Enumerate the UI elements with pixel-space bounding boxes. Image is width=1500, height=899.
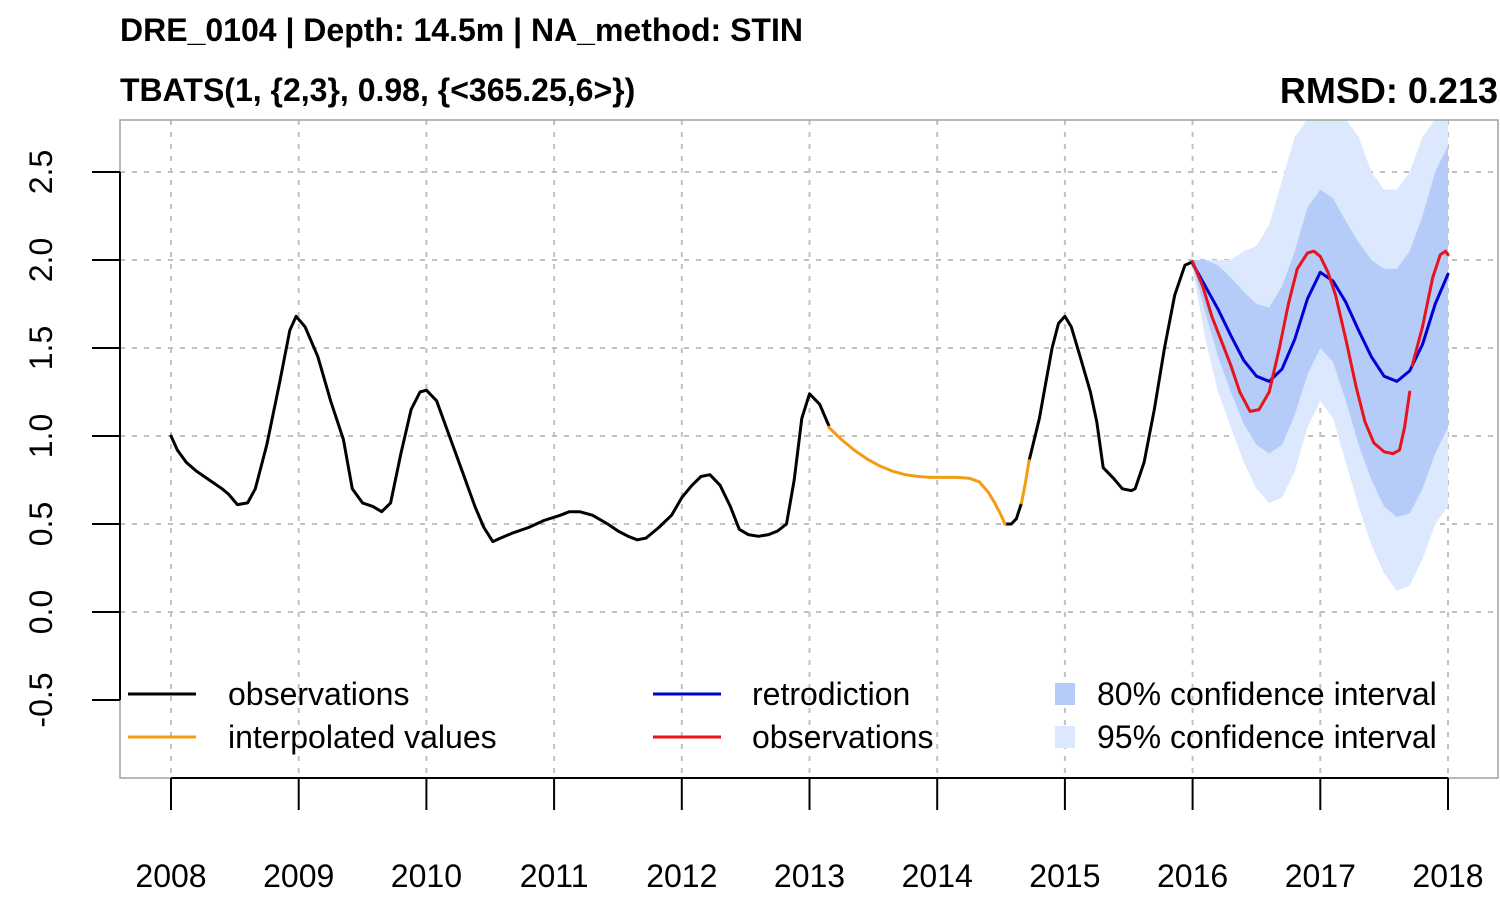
x-tick-label: 2010	[391, 858, 462, 894]
x-tick-label: 2013	[774, 858, 845, 894]
x-tick-label: 2017	[1285, 858, 1356, 894]
confidence-bands	[1192, 120, 1448, 591]
y-tick-label: 1.5	[23, 326, 59, 370]
legend-swatch-ci95	[1055, 726, 1075, 748]
legend-label: interpolated values	[228, 719, 497, 755]
x-tick-label: 2016	[1157, 858, 1228, 894]
legend: observations interpolated values retrodict…	[128, 676, 1437, 755]
x-tick-label: 2018	[1412, 858, 1483, 894]
series-lines	[169, 249, 1450, 544]
observations-line	[1003, 501, 1023, 526]
observations-line	[169, 314, 831, 544]
chart-subtitle: TBATS(1, {2,3}, 0.98, {<365.25,6>})	[120, 72, 636, 108]
observations_test-line	[1191, 249, 1412, 456]
rmsd-label: RMSD: 0.213	[1279, 70, 1498, 111]
legend-swatch-ci80	[1055, 683, 1075, 705]
interpolated-line	[827, 425, 1007, 526]
x-tick-label: 2011	[520, 858, 589, 894]
observations_test-line	[1410, 249, 1450, 368]
y-tick-label: 2.0	[23, 238, 59, 282]
x-tick-label: 2015	[1029, 858, 1100, 894]
axes: -0.5 0.0 0.5 1.0 1.5 2.0 2.5 2008 2009 2010 2011 20…	[23, 150, 1484, 894]
interpolated-line	[1020, 459, 1031, 505]
legend-label: retrodiction	[752, 676, 910, 712]
y-tick-label: 0.0	[23, 590, 59, 634]
grid	[120, 120, 1498, 778]
x-tick-label: 2012	[646, 858, 717, 894]
y-tick-label: 0.5	[23, 502, 59, 546]
y-tick-label: 1.0	[23, 414, 59, 458]
x-tick-label: 2009	[263, 858, 334, 894]
retrodiction-line	[1191, 262, 1450, 383]
x-tick-label: 2014	[902, 858, 973, 894]
y-tick-label: 2.5	[23, 150, 59, 194]
legend-label: observations	[752, 719, 933, 755]
observations-line	[1027, 260, 1195, 493]
chart-title: DRE_0104 | Depth: 14.5m | NA_method: STI…	[120, 12, 803, 48]
y-tick-label: -0.5	[23, 672, 59, 727]
legend-label: observations	[228, 676, 409, 712]
legend-label: 80% confidence interval	[1097, 676, 1437, 712]
x-tick-label: 2008	[135, 858, 206, 894]
legend-label: 95% confidence interval	[1097, 719, 1437, 755]
ci80-band	[1192, 145, 1448, 517]
